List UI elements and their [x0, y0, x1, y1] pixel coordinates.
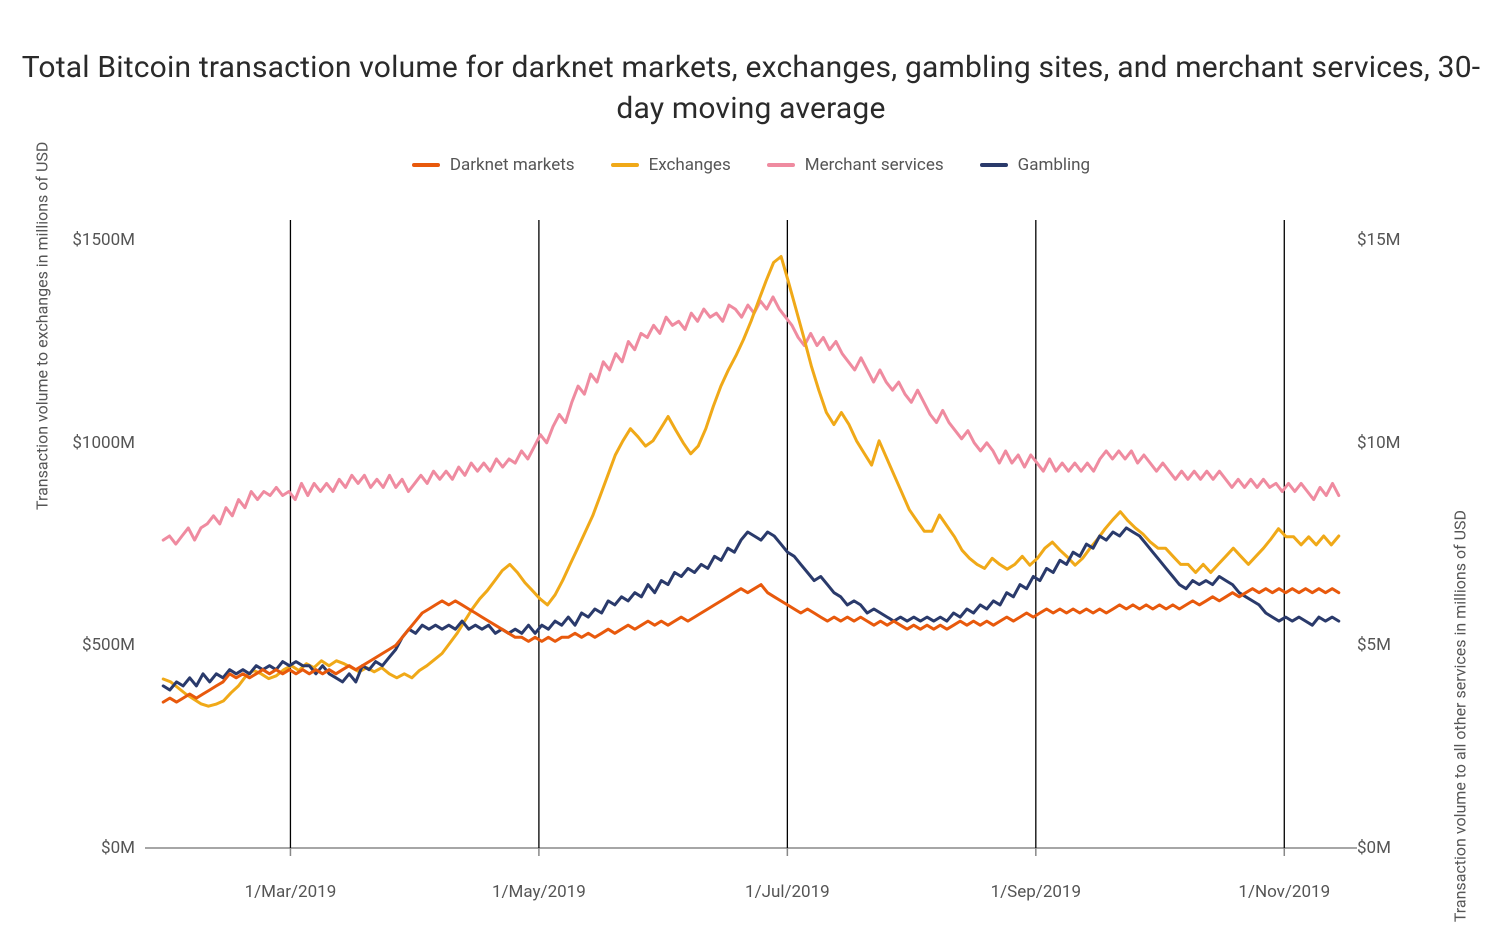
- plot-svg: [145, 220, 1357, 848]
- x-tick: 1/Nov/2019: [1238, 882, 1330, 902]
- y-left-tick: $0M: [55, 838, 135, 858]
- chart-title: Total Bitcoin transaction volume for dar…: [0, 0, 1502, 129]
- legend-label: Merchant services: [805, 155, 944, 175]
- legend-label: Gambling: [1018, 155, 1090, 175]
- x-tick: 1/Sep/2019: [991, 882, 1081, 902]
- x-tick: 1/Jul/2019: [745, 882, 830, 902]
- y-left-axis-title: Transaction volume to exchanges in milli…: [33, 142, 52, 510]
- y-right-tick-labels: $0M$5M$10M$15M: [1357, 220, 1437, 848]
- legend: Darknet markets Exchanges Merchant service…: [0, 155, 1502, 175]
- y-right-tick: $0M: [1357, 838, 1437, 858]
- legend-item: Merchant services: [767, 155, 944, 175]
- legend-item: Gambling: [980, 155, 1090, 175]
- series-gambling: [163, 528, 1339, 690]
- y-right-tick: $15M: [1357, 230, 1437, 250]
- y-left-tick: $500M: [55, 635, 135, 655]
- legend-swatch: [767, 163, 795, 167]
- legend-label: Darknet markets: [450, 155, 575, 175]
- legend-label: Exchanges: [649, 155, 731, 175]
- legend-swatch: [611, 163, 639, 167]
- x-tick: 1/May/2019: [492, 882, 586, 902]
- plot-area: $0M$500M$1000M$1500M $0M$5M$10M$15M 1/Ma…: [145, 220, 1357, 848]
- y-right-tick: $5M: [1357, 635, 1437, 655]
- x-tick: 1/Mar/2019: [245, 882, 337, 902]
- y-left-tick: $1000M: [55, 433, 135, 453]
- series-merchant-services: [163, 297, 1339, 544]
- series-darknet-markets: [163, 585, 1339, 703]
- y-right-axis-title: Transaction volume to all other services…: [1451, 510, 1470, 922]
- legend-item: Exchanges: [611, 155, 731, 175]
- legend-item: Darknet markets: [412, 155, 575, 175]
- chart-container: Total Bitcoin transaction volume for dar…: [0, 0, 1502, 928]
- legend-swatch: [980, 163, 1008, 167]
- y-right-tick: $10M: [1357, 433, 1437, 453]
- y-left-tick-labels: $0M$500M$1000M$1500M: [55, 220, 135, 848]
- y-left-tick: $1500M: [55, 230, 135, 250]
- legend-swatch: [412, 163, 440, 167]
